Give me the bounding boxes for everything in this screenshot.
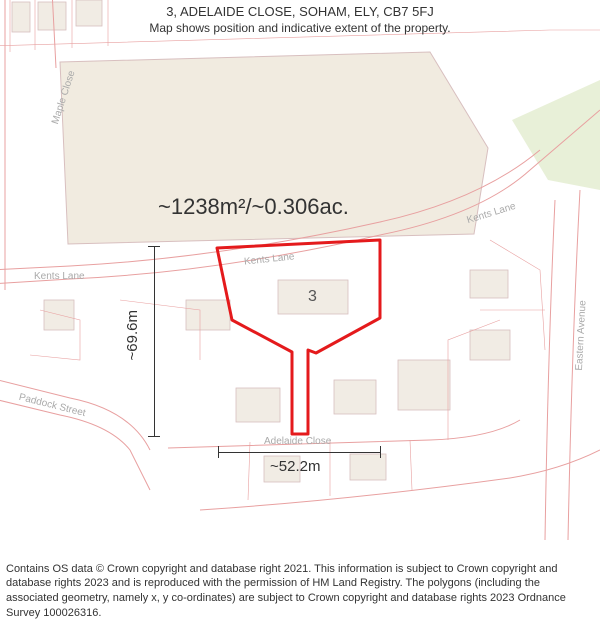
- height-label: ~69.6m: [124, 310, 141, 360]
- plot-number: 3: [308, 288, 317, 306]
- bracket-h-left: [218, 446, 219, 458]
- street-kents-1: Kents Lane: [34, 271, 85, 282]
- bracket-h-main: [218, 452, 380, 453]
- map-subtitle: Map shows position and indicative extent…: [0, 21, 600, 35]
- bracket-v-bot: [148, 436, 160, 437]
- bracket-v-main: [154, 246, 155, 436]
- address-title: 3, ADELAIDE CLOSE, SOHAM, ELY, CB7 5FJ: [0, 4, 600, 19]
- area-label: ~1238m²/~0.306ac.: [158, 194, 349, 220]
- width-label: ~52.2m: [270, 458, 320, 475]
- footer-attribution: Contains OS data © Crown copyright and d…: [6, 562, 594, 621]
- map-area: ~1238m²/~0.306ac. ~69.6m ~52.2m 3 Maple …: [0, 0, 600, 540]
- bracket-v-top: [148, 246, 160, 247]
- street-adelaide: Adelaide Close: [264, 436, 331, 447]
- bracket-h-right: [380, 446, 381, 458]
- header: 3, ADELAIDE CLOSE, SOHAM, ELY, CB7 5FJ M…: [0, 4, 600, 35]
